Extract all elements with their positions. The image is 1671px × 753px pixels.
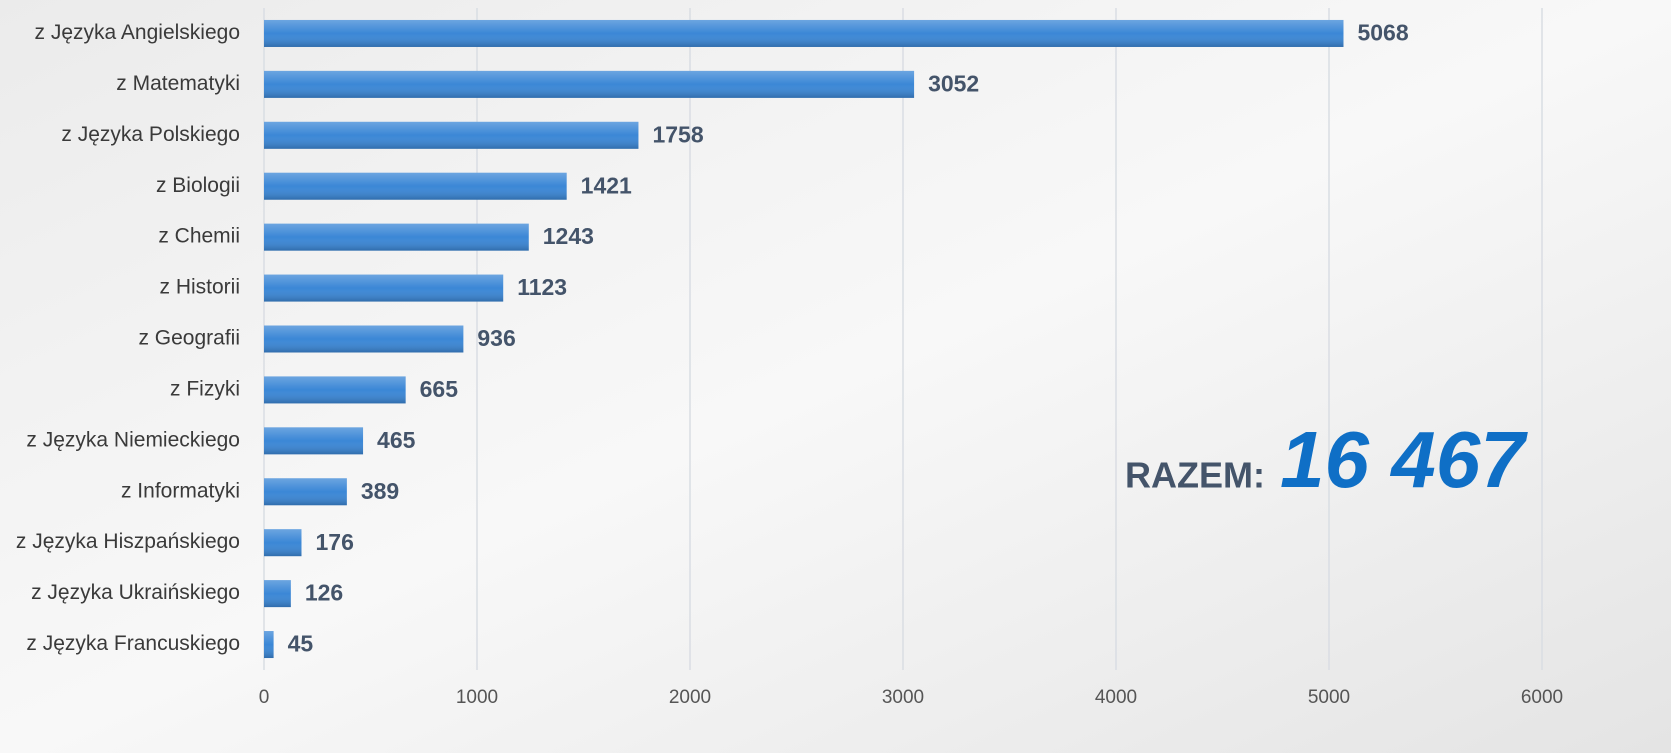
bar-shade [264, 326, 463, 353]
value-label: 5068 [1357, 20, 1408, 46]
background [0, 0, 1671, 753]
page: 0 1000 2000 3000 4000 5000 6000 z Języka Angie… [0, 0, 1671, 753]
y-tick-label: z Historii [159, 276, 240, 299]
bar-shade [264, 275, 503, 302]
chart: 0 1000 2000 3000 4000 5000 6000 z Języka Angie… [0, 0, 1671, 753]
bar-shade [264, 427, 363, 454]
value-label: 1123 [517, 274, 567, 300]
value-label: 665 [420, 376, 459, 402]
value-label: 1421 [581, 172, 632, 198]
y-tick-label: z Biologii [156, 174, 240, 197]
total-value: 16 467 [1280, 415, 1528, 504]
bar-shade [264, 631, 274, 658]
y-tick-label: z Informatyki [121, 479, 240, 502]
bar-shade [264, 478, 347, 505]
bar-shade [264, 376, 406, 403]
total-label: RAZEM: [1125, 455, 1265, 496]
value-label: 1758 [652, 121, 703, 147]
y-tick-label: z Języka Niemieckiego [26, 428, 240, 451]
y-tick-label: z Języka Hiszpańskiego [16, 530, 240, 553]
x-tick-label: 2000 [669, 687, 711, 708]
value-label: 936 [477, 325, 515, 351]
x-tick-label: 1000 [456, 687, 498, 708]
y-tick-label: z Języka Ukraińskiego [31, 581, 240, 604]
bar-shade [264, 71, 914, 98]
x-tick-label: 4000 [1095, 687, 1137, 708]
value-label: 126 [305, 580, 343, 606]
y-tick-label: z Geografii [138, 327, 240, 350]
value-label: 3052 [928, 70, 979, 96]
y-tick-label: z Fizyki [170, 377, 240, 400]
bar-shade [264, 173, 567, 200]
value-label: 389 [361, 478, 399, 504]
bar-shade [264, 529, 301, 556]
y-tick-label: z Chemii [158, 225, 240, 248]
y-tick-label: z Języka Francuskiego [26, 632, 240, 655]
bar-shade [264, 580, 291, 607]
bar-shade [264, 20, 1343, 47]
value-label: 176 [315, 529, 353, 555]
y-tick-label: z Języka Angielskiego [35, 21, 240, 44]
value-label: 1243 [543, 223, 594, 249]
x-tick-label: 5000 [1308, 687, 1350, 708]
x-tick-label: 3000 [882, 687, 924, 708]
x-tick-label: 0 [259, 687, 270, 708]
bar-shade [264, 224, 529, 251]
x-tick-label: 6000 [1521, 687, 1563, 708]
value-label: 45 [288, 631, 314, 657]
bar-shade [264, 122, 638, 149]
y-tick-label: z Matematyki [116, 72, 240, 95]
value-label: 465 [377, 427, 416, 453]
y-tick-label: z Języka Polskiego [61, 123, 240, 146]
